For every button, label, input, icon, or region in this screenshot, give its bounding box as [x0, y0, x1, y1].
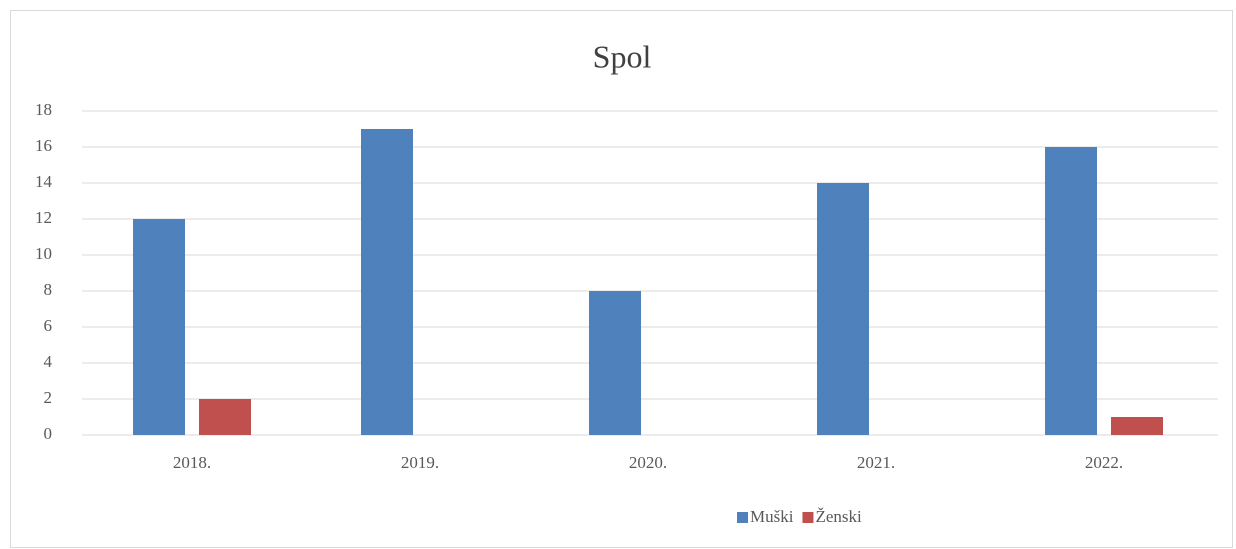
y-tick-label: 14: [35, 172, 53, 191]
bar: [133, 219, 185, 435]
chart-border: [10, 10, 1233, 548]
y-tick-label: 8: [44, 280, 53, 299]
x-tick-label: 2022.: [1085, 453, 1123, 472]
legend-swatch: [737, 512, 748, 523]
bar: [589, 291, 641, 435]
bar: [361, 129, 413, 435]
x-tick-label: 2019.: [401, 453, 439, 472]
y-tick-label: 6: [44, 316, 53, 335]
y-tick-label: 10: [35, 244, 52, 263]
y-tick-label: 16: [35, 136, 52, 155]
x-tick-label: 2021.: [857, 453, 895, 472]
legend-label: Muški: [750, 507, 794, 526]
x-tick-label: 2018.: [173, 453, 211, 472]
legend-swatch: [802, 512, 814, 523]
y-tick-label: 0: [44, 424, 53, 443]
bar: [1111, 417, 1163, 435]
y-tick-label: 12: [35, 208, 52, 227]
x-tick-label: 2020.: [629, 453, 667, 472]
y-tick-label: 2: [44, 388, 53, 407]
bar: [817, 183, 869, 435]
chart-title: Spol: [593, 38, 652, 74]
y-tick-label: 18: [35, 100, 52, 119]
legend-label: Ženski: [815, 507, 862, 526]
y-tick-label: 4: [44, 352, 53, 371]
bar: [1045, 147, 1097, 435]
bar: [199, 399, 251, 435]
